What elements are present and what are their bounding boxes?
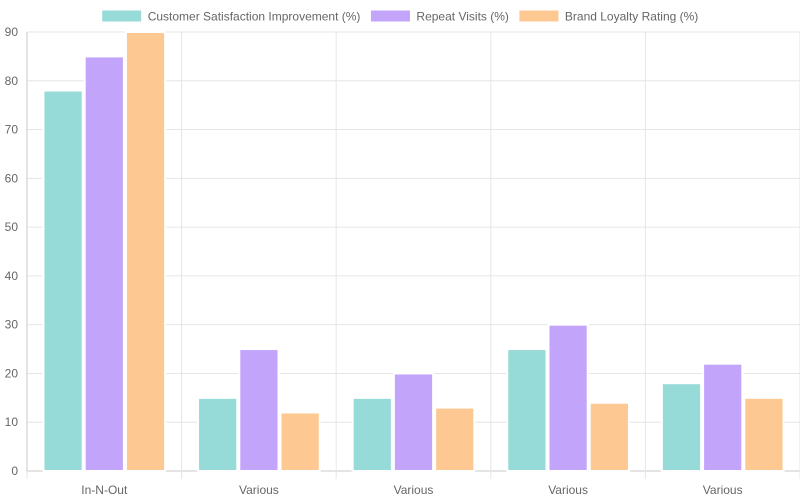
legend-item[interactable]: Repeat Visits (%) — [369, 9, 509, 24]
bar — [238, 348, 280, 472]
bar — [197, 396, 239, 473]
legend-swatch — [101, 9, 143, 23]
y-tick-label: 80 — [5, 74, 19, 88]
bar — [743, 396, 785, 473]
legend-swatch — [369, 9, 411, 23]
y-tick-label: 60 — [5, 171, 19, 185]
bars-layer — [42, 31, 785, 473]
bar — [83, 55, 125, 473]
bar — [434, 406, 476, 473]
bar — [124, 31, 167, 472]
legend-item[interactable]: Brand Loyalty Rating (%) — [518, 9, 698, 24]
bar — [279, 411, 321, 473]
y-tick-label: 20 — [5, 366, 19, 380]
y-tick-label: 10 — [5, 415, 19, 429]
legend-label: Repeat Visits (%) — [416, 10, 508, 24]
bar — [547, 323, 589, 472]
bar — [660, 382, 703, 473]
bar — [392, 372, 435, 473]
x-tick-label: In-N-Out — [81, 483, 128, 497]
axes: 0 10 20 30 40 50 60 70 80 90 In-N-Out Various Variou… — [5, 25, 743, 497]
x-tick-label: Various — [394, 483, 434, 497]
legend[interactable]: Customer Satisfaction Improvement (%) Rep… — [101, 9, 699, 24]
x-tick-label: Various — [239, 483, 279, 497]
legend-item[interactable]: Customer Satisfaction Improvement (%) — [101, 9, 361, 24]
y-tick-label: 70 — [5, 123, 19, 137]
y-tick-label: 0 — [11, 464, 18, 478]
bar — [42, 89, 84, 473]
y-tick-label: 40 — [5, 269, 19, 283]
legend-swatch — [518, 9, 560, 23]
bar — [351, 396, 393, 473]
y-tick-label: 50 — [5, 220, 19, 234]
bar — [588, 401, 630, 473]
y-tick-label: 90 — [5, 25, 19, 39]
x-tick-label: Various — [703, 483, 743, 497]
legend-label: Brand Loyalty Rating (%) — [565, 10, 698, 24]
bar — [506, 348, 548, 472]
y-tick-label: 30 — [5, 318, 19, 332]
x-tick-label: Various — [548, 483, 588, 497]
legend-label: Customer Satisfaction Improvement (%) — [148, 10, 361, 24]
bar — [702, 362, 744, 473]
